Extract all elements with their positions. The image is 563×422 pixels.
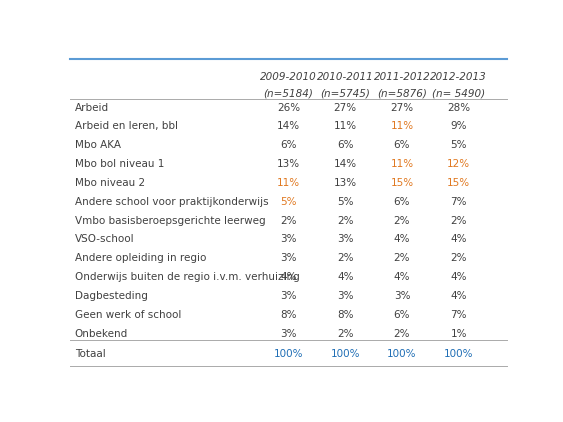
Text: Arbeid en leren, bbl: Arbeid en leren, bbl: [75, 122, 178, 131]
Text: 4%: 4%: [450, 272, 467, 282]
Text: 8%: 8%: [280, 310, 297, 320]
Text: 2%: 2%: [450, 216, 467, 226]
Text: 4%: 4%: [394, 235, 410, 244]
Text: 6%: 6%: [280, 140, 297, 150]
Text: Geen werk of school: Geen werk of school: [75, 310, 181, 320]
Text: 1%: 1%: [450, 329, 467, 339]
Text: 4%: 4%: [450, 235, 467, 244]
Text: 11%: 11%: [390, 122, 414, 131]
Text: 3%: 3%: [394, 291, 410, 301]
Text: 3%: 3%: [280, 329, 297, 339]
Text: 2009-2010: 2009-2010: [260, 72, 317, 82]
Text: Onderwijs buiten de regio i.v.m. verhuizing: Onderwijs buiten de regio i.v.m. verhuiz…: [75, 272, 300, 282]
Text: 6%: 6%: [394, 310, 410, 320]
Text: VSO-school: VSO-school: [75, 235, 135, 244]
Text: Mbo AKA: Mbo AKA: [75, 140, 120, 150]
Text: 4%: 4%: [337, 272, 354, 282]
Text: Mbo niveau 2: Mbo niveau 2: [75, 178, 145, 188]
Text: 13%: 13%: [277, 159, 300, 169]
Text: (n= 5490): (n= 5490): [432, 88, 485, 98]
Text: 2010-2011: 2010-2011: [317, 72, 374, 82]
Text: 3%: 3%: [280, 253, 297, 263]
Text: 15%: 15%: [390, 178, 414, 188]
Text: 11%: 11%: [277, 178, 300, 188]
Text: 13%: 13%: [334, 178, 357, 188]
Text: 2%: 2%: [280, 216, 297, 226]
Text: 6%: 6%: [337, 140, 354, 150]
Text: 7%: 7%: [450, 310, 467, 320]
Text: 2%: 2%: [337, 253, 354, 263]
Text: 14%: 14%: [334, 159, 357, 169]
Text: 15%: 15%: [447, 178, 470, 188]
Text: 5%: 5%: [337, 197, 354, 207]
Text: 11%: 11%: [334, 122, 357, 131]
Text: Dagbesteding: Dagbesteding: [75, 291, 148, 301]
Text: 4%: 4%: [280, 272, 297, 282]
Text: 100%: 100%: [330, 349, 360, 360]
Text: 2012-2013: 2012-2013: [430, 72, 487, 82]
Text: Arbeid: Arbeid: [75, 103, 109, 113]
Text: 14%: 14%: [277, 122, 300, 131]
Text: 100%: 100%: [387, 349, 417, 360]
Text: 8%: 8%: [337, 310, 354, 320]
Text: Totaal: Totaal: [75, 349, 105, 360]
Text: 3%: 3%: [280, 235, 297, 244]
Text: 4%: 4%: [394, 272, 410, 282]
Text: 6%: 6%: [394, 140, 410, 150]
Text: 9%: 9%: [450, 122, 467, 131]
Text: (n=5876): (n=5876): [377, 88, 427, 98]
Text: 28%: 28%: [447, 103, 470, 113]
Text: 11%: 11%: [390, 159, 414, 169]
Text: Andere opleiding in regio: Andere opleiding in regio: [75, 253, 206, 263]
Text: 3%: 3%: [280, 291, 297, 301]
Text: Onbekend: Onbekend: [75, 329, 128, 339]
Text: Mbo bol niveau 1: Mbo bol niveau 1: [75, 159, 164, 169]
Text: 7%: 7%: [450, 197, 467, 207]
Text: 27%: 27%: [390, 103, 414, 113]
Text: 5%: 5%: [450, 140, 467, 150]
Text: 12%: 12%: [447, 159, 470, 169]
Text: 6%: 6%: [394, 197, 410, 207]
Text: 100%: 100%: [274, 349, 303, 360]
Text: 2%: 2%: [450, 253, 467, 263]
Text: 2%: 2%: [337, 329, 354, 339]
Text: 4%: 4%: [450, 291, 467, 301]
Text: 3%: 3%: [337, 235, 354, 244]
Text: 5%: 5%: [280, 197, 297, 207]
Text: 2%: 2%: [337, 216, 354, 226]
Text: Andere school voor praktijkonderwijs: Andere school voor praktijkonderwijs: [75, 197, 269, 207]
Text: 2011-2012: 2011-2012: [374, 72, 430, 82]
Text: 26%: 26%: [277, 103, 300, 113]
Text: 2%: 2%: [394, 216, 410, 226]
Text: 2%: 2%: [394, 253, 410, 263]
Text: (n=5184): (n=5184): [263, 88, 314, 98]
Text: Vmbo basisberoepsgerichte leerweg: Vmbo basisberoepsgerichte leerweg: [75, 216, 265, 226]
Text: 2%: 2%: [394, 329, 410, 339]
Text: 100%: 100%: [444, 349, 473, 360]
Text: (n=5745): (n=5745): [320, 88, 370, 98]
Text: 3%: 3%: [337, 291, 354, 301]
Text: 27%: 27%: [334, 103, 357, 113]
